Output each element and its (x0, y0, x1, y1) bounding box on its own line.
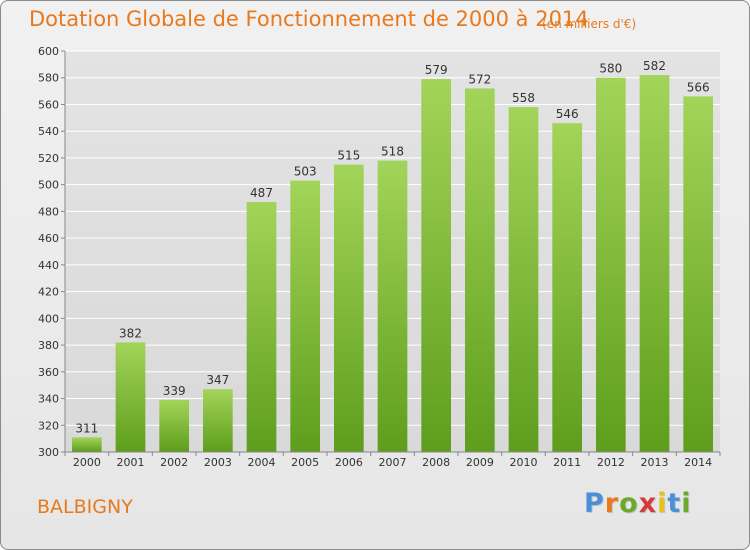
y-tick-label: 420 (38, 286, 59, 299)
y-tick-label: 560 (38, 98, 59, 111)
logo-letter: r (604, 488, 620, 519)
bar-2002 (159, 399, 190, 452)
y-tick-label: 340 (38, 393, 59, 406)
value-label-2002: 339 (163, 384, 186, 398)
y-tick-label: 580 (38, 72, 59, 85)
y-tick-label: 380 (38, 339, 59, 352)
x-tick-label-2002: 2002 (160, 456, 188, 469)
x-tick-label-2010: 2010 (510, 456, 538, 469)
y-tick-label: 360 (38, 366, 59, 379)
value-label-2012: 580 (599, 62, 622, 76)
value-label-2007: 518 (381, 145, 404, 159)
value-label-2013: 582 (643, 59, 666, 73)
x-tick-label-2004: 2004 (248, 456, 276, 469)
value-label-2001: 382 (119, 326, 142, 340)
bar-2009 (464, 88, 495, 452)
bar-2011 (552, 123, 583, 453)
bar-2001 (115, 342, 146, 452)
y-tick-label: 320 (38, 419, 59, 432)
x-axis: 2000 2001 2002 2003 2004 2005 2006 2007 2008 2009… (64, 451, 721, 469)
y-tick-label: 540 (38, 125, 59, 138)
chart-title: Dotation Globale de Fonctionnement de 20… (29, 7, 589, 31)
x-tick-label-2003: 2003 (204, 456, 232, 469)
bar-2003 (202, 389, 233, 452)
bar-2014 (683, 96, 714, 453)
logo-letter: t (667, 488, 682, 519)
value-label-2010: 558 (512, 91, 535, 105)
y-tick-label: 440 (38, 259, 59, 272)
value-label-2011: 546 (556, 107, 579, 121)
x-tick-label-2012: 2012 (597, 456, 625, 469)
bar-2010 (508, 107, 539, 452)
y-tick-label: 520 (38, 152, 59, 165)
unit-note: (en milliers d'€) (542, 17, 637, 31)
proxiti-logo[interactable]: Proxiti (584, 488, 692, 519)
x-tick-label-2006: 2006 (335, 456, 363, 469)
x-tick-label-2007: 2007 (379, 456, 407, 469)
y-tick-label: 480 (38, 205, 59, 218)
y-tick-label: 500 (38, 179, 59, 192)
commune-name: BALBIGNY (37, 496, 133, 518)
x-tick-label-2013: 2013 (641, 456, 669, 469)
logo-letter: i (681, 488, 692, 519)
x-tick-label-2001: 2001 (117, 456, 145, 469)
value-label-2014: 566 (687, 80, 710, 94)
bars (71, 75, 714, 453)
y-tick-label: 400 (38, 312, 59, 325)
value-label-2008: 579 (425, 63, 448, 77)
bar-2006 (333, 164, 364, 452)
value-label-2005: 503 (294, 165, 317, 179)
value-label-2000: 311 (75, 421, 98, 435)
x-tick-label-2009: 2009 (466, 456, 494, 469)
x-tick-label-2011: 2011 (553, 456, 581, 469)
bar-2004 (246, 202, 277, 452)
value-label-2009: 572 (468, 72, 491, 86)
y-tick-label: 460 (38, 232, 59, 245)
y-tick-label: 600 (38, 45, 59, 58)
value-labels: 311 382 339 347 487 503 515 518 579 572 558 546 580 5… (75, 59, 709, 435)
x-tick-label-2014: 2014 (684, 456, 712, 469)
logo-letter: x (638, 488, 658, 519)
logo-letter: i (657, 488, 668, 519)
bar-2005 (290, 180, 321, 452)
bar-2007 (377, 160, 408, 452)
value-label-2006: 515 (337, 149, 360, 163)
value-label-2004: 487 (250, 186, 273, 200)
x-tick-label-2000: 2000 (73, 456, 101, 469)
x-tick-label-2005: 2005 (291, 456, 319, 469)
y-axis: 300 320 340 360 380 400 420 440 460 480 500 520 540 5… (38, 45, 66, 459)
x-tick-label-2008: 2008 (422, 456, 450, 469)
bar-2008 (421, 79, 452, 452)
y-tick-label: 300 (38, 446, 59, 459)
logo-letter: P (584, 488, 605, 519)
bar-2012 (595, 77, 626, 452)
value-label-2003: 347 (206, 373, 229, 387)
bar-2000 (71, 437, 102, 452)
logo-letter: o (619, 488, 639, 519)
bar-2013 (639, 75, 670, 452)
